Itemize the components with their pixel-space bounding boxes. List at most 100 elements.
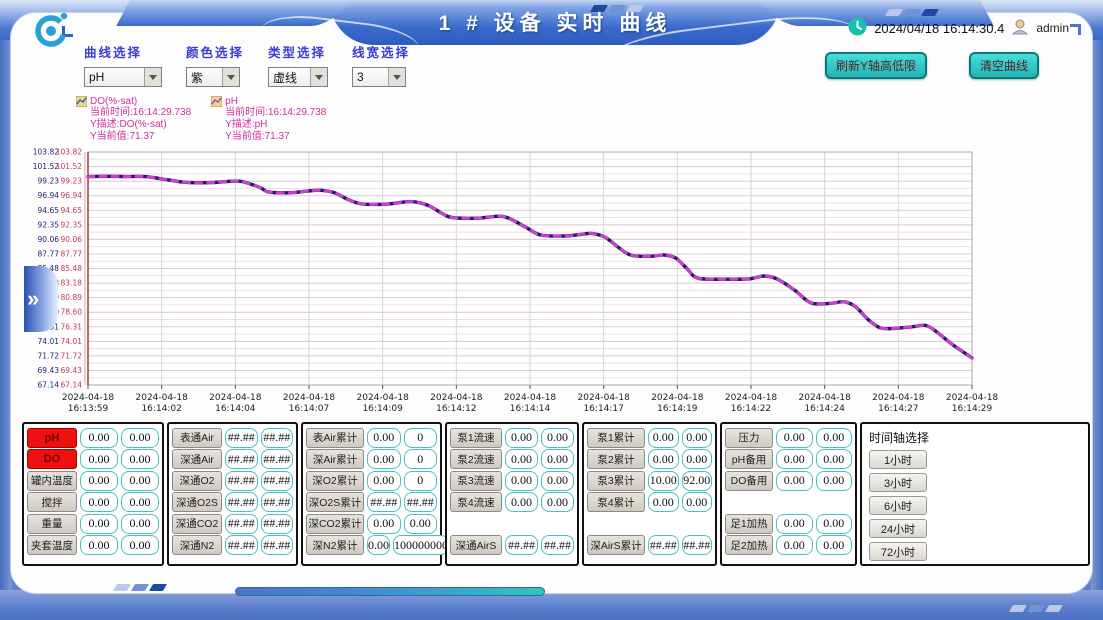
curve-select-group: 曲线选择 pH (84, 42, 162, 87)
sidebar-expand-handle[interactable]: » (24, 266, 58, 332)
param-value-display: ##.## (225, 470, 258, 491)
param-value-display: 0.00 (121, 535, 159, 555)
param-value-display: 0.00 (80, 449, 118, 469)
param-label-button[interactable]: 深N2累计 (306, 535, 364, 555)
svg-text:67.14: 67.14 (61, 381, 83, 390)
svg-text:2024-04-18: 2024-04-18 (136, 393, 189, 403)
table-row: pH备用 0.00 0.00 (725, 449, 852, 469)
table-row: 搅拌 0.00 0.00 (27, 492, 159, 512)
legend-current-time: 当前时间:16:14:29.738 (225, 107, 327, 118)
time-axis-option-button[interactable]: 1小时 (869, 450, 927, 469)
param-value-display: 0.00 (121, 427, 159, 448)
param-label-button[interactable]: 泵2累计 (587, 449, 645, 469)
svg-text:74.01: 74.01 (38, 337, 60, 346)
param-label-button[interactable]: 足2加热 (725, 535, 773, 555)
param-value-display: 0.00 (80, 492, 118, 512)
value-section: 泵1累计 0.00 0.00 泵2累计 0.00 0.00 泵3累计 10.00 92.00 泵4… (582, 422, 717, 566)
param-label-button[interactable]: 泵3流速 (450, 470, 502, 491)
curve-select-value: pH (89, 70, 105, 84)
param-label-button[interactable]: 足1加热 (725, 513, 773, 534)
clear-curve-button[interactable]: 清空曲线 (968, 52, 1039, 79)
color-select[interactable]: 紫 (186, 67, 240, 87)
param-label-button[interactable]: 搅拌 (27, 492, 77, 512)
legend-current-time: 当前时间:16:14:29.738 (90, 107, 192, 118)
svg-text:16:14:07: 16:14:07 (289, 404, 329, 414)
param-value-display: 0.00 (80, 513, 118, 534)
linewidth-select[interactable]: 3 (352, 67, 407, 87)
param-value-display: 0.00 (403, 513, 437, 534)
time-axis-option-button[interactable]: 6小时 (869, 496, 927, 515)
color-select-label: 颜色选择 (186, 46, 245, 60)
time-axis-option-button[interactable]: 3小时 (869, 473, 927, 492)
trend-chart: 103.82 103.82 101.52 101.52 99.23 99.23 96.94 9… (26, 140, 1026, 416)
color-select-group: 颜色选择 紫 (186, 42, 244, 87)
param-label-button[interactable]: DO备用 (725, 470, 773, 491)
param-value-display: ##.## (260, 513, 293, 534)
param-label-button[interactable]: 泵3累计 (587, 470, 645, 491)
svg-text:16:14:27: 16:14:27 (878, 404, 918, 414)
param-label-button[interactable]: 深通N2 (172, 535, 222, 555)
color-select-value: 紫 (191, 70, 204, 85)
user-datetime-row: 2024/04/18 16:14:30.4 admin (848, 17, 1069, 39)
param-label-button[interactable]: 深通Air (172, 449, 222, 469)
param-label-button[interactable]: 压力 (725, 427, 773, 448)
svg-text:2024-04-18: 2024-04-18 (283, 393, 336, 403)
table-row: 罐内温度 0.00 0.00 (27, 470, 159, 491)
param-label-button[interactable]: pH备用 (725, 449, 773, 469)
param-label-button[interactable]: pH (27, 427, 77, 448)
svg-text:2024-04-18: 2024-04-18 (651, 393, 704, 403)
legend-series-name: pH (225, 96, 238, 107)
param-value-display: ##.## (260, 470, 293, 491)
linewidth-select-value: 3 (357, 70, 364, 84)
param-value-display: 0.00 (815, 470, 852, 491)
svg-text:87.77: 87.77 (61, 249, 83, 258)
svg-text:16:14:29: 16:14:29 (952, 404, 993, 414)
param-label-button[interactable]: 深通O2S (172, 492, 222, 512)
linetype-select[interactable]: 虚线 (268, 67, 329, 87)
time-axis-option-button[interactable]: 72小时 (869, 542, 927, 561)
value-section: 表Air累计 0.00 0 深Air累计 0.00 0 深O2累计 0.00 0 深O2S累计 ##… (301, 422, 449, 566)
param-label-button[interactable]: 罐内温度 (27, 470, 77, 491)
svg-text:87.77: 87.77 (38, 249, 60, 258)
param-label-button[interactable]: 深AirS累计 (587, 535, 645, 555)
svg-text:94.65: 94.65 (61, 206, 83, 215)
chevron-down-icon (144, 68, 161, 86)
param-value-display: 0.00 (815, 449, 852, 469)
param-label-button[interactable]: 深O2S累计 (306, 492, 364, 512)
param-label-button[interactable]: 泵1累计 (587, 427, 645, 448)
param-label-button[interactable]: 泵4累计 (587, 492, 645, 512)
param-label-button[interactable]: 深CO2累计 (306, 513, 364, 534)
legend-series-name: DO(%-sat) (90, 96, 138, 107)
time-axis-option-button[interactable]: 24小时 (869, 519, 927, 538)
param-label-button[interactable]: 表通Air (172, 427, 222, 448)
param-label-button[interactable]: 深O2累计 (306, 470, 364, 491)
refresh-y-axis-button[interactable]: 刷新Y轴高低限 (824, 52, 927, 79)
process-values-panel: pH 0.00 0.00 DO 0.00 0.00 罐内温度 0.00 0.00 搅拌 0.00 0.… (22, 422, 1090, 566)
table-row: pH 0.00 0.00 (27, 427, 159, 448)
param-label-button[interactable]: 深通CO2 (172, 513, 222, 534)
svg-text:16:14:12: 16:14:12 (436, 404, 476, 414)
param-label-button[interactable]: 深Air累计 (306, 449, 364, 469)
linewidth-select-group: 线宽选择 3 (352, 42, 410, 87)
param-label-button[interactable]: 夹套温度 (27, 535, 77, 555)
param-label-button[interactable]: 重量 (27, 513, 77, 534)
svg-text:16:14:02: 16:14:02 (141, 404, 181, 414)
param-label-button[interactable]: 泵4流速 (450, 492, 502, 512)
param-label-button[interactable]: 泵1流速 (450, 427, 502, 448)
param-label-button[interactable]: DO (27, 449, 77, 469)
param-value-display: ##.## (260, 449, 293, 469)
curve-legend: DO(%-sat) 当前时间:16:14:29.738 Y描述:DO(%-sat… (75, 95, 327, 143)
param-label-button[interactable]: 深通O2 (172, 470, 222, 491)
curve-controls: 曲线选择 pH 颜色选择 紫 类型选择 虚线 线宽选择 3 (84, 42, 410, 87)
param-label-button[interactable]: 表Air累计 (306, 427, 364, 448)
param-value-display: ##.## (541, 535, 574, 555)
value-section: 表通Air ##.## ##.## 深通Air ##.## ##.## 深通O2 ##.## #… (167, 422, 298, 566)
title-banner (330, 0, 780, 45)
curve-select[interactable]: pH (84, 67, 162, 87)
table-row: 深通O2S ##.## ##.## (172, 492, 293, 512)
datetime-text: 2024/04/18 16:14:30.4 (874, 20, 1005, 36)
svg-text:103.82: 103.82 (33, 148, 59, 157)
param-label-button[interactable]: 深通AirS (450, 535, 502, 555)
table-row: 泵3累计 10.00 92.00 (587, 470, 712, 491)
param-label-button[interactable]: 泵2流速 (450, 449, 502, 469)
